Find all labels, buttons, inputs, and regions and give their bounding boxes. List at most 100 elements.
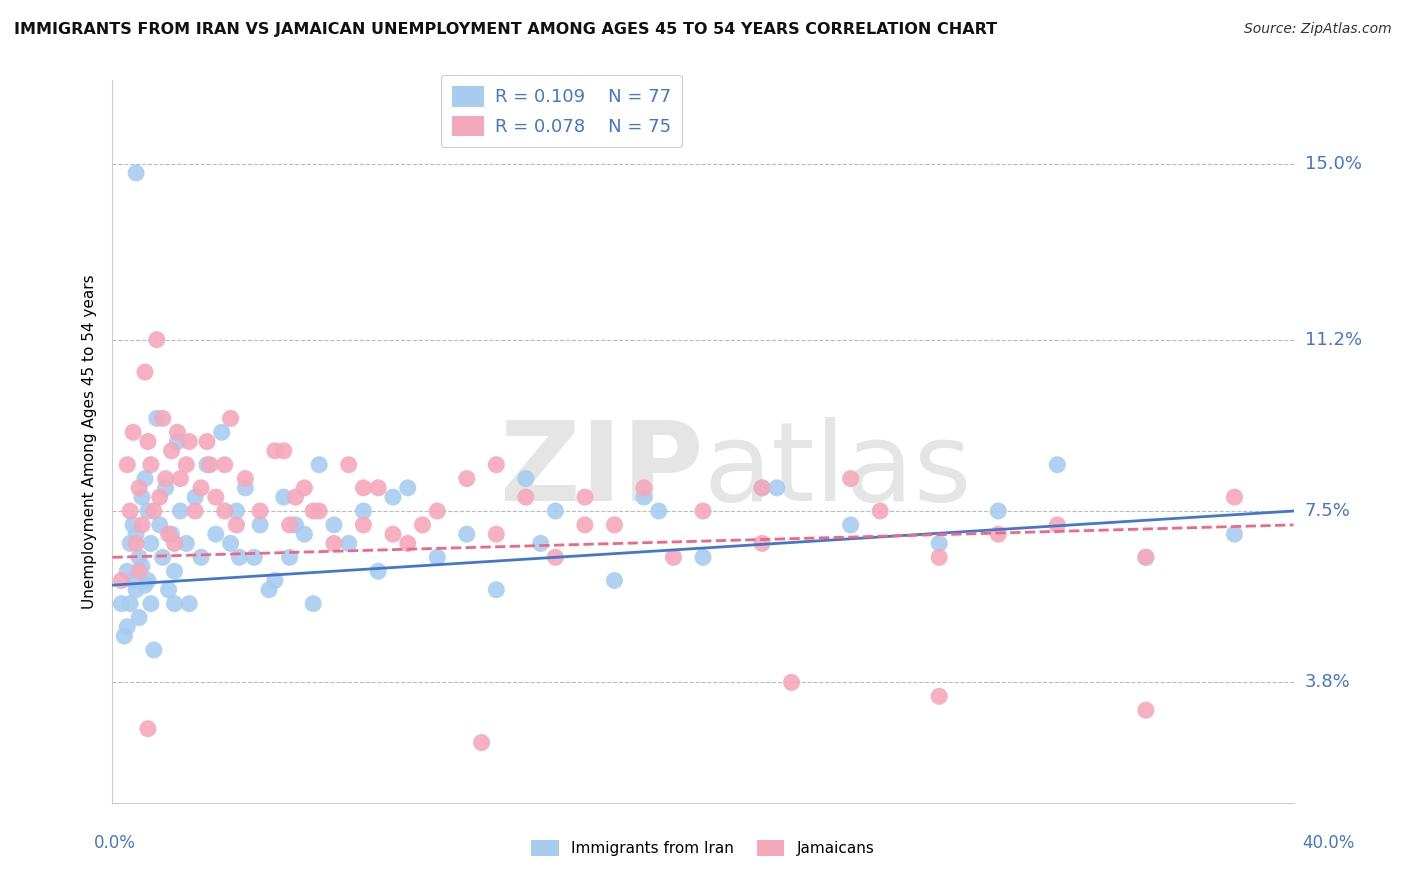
Point bbox=[352, 517, 374, 532]
Point bbox=[139, 536, 162, 550]
Text: Source: ZipAtlas.com: Source: ZipAtlas.com bbox=[1244, 22, 1392, 37]
Point bbox=[211, 425, 233, 440]
Point bbox=[751, 536, 773, 550]
Point bbox=[273, 443, 295, 458]
Point bbox=[456, 527, 478, 541]
Point bbox=[128, 610, 150, 624]
Point bbox=[367, 481, 389, 495]
Point bbox=[647, 504, 671, 518]
Text: 15.0%: 15.0% bbox=[1305, 154, 1361, 173]
Point bbox=[169, 504, 191, 518]
Point bbox=[456, 472, 478, 486]
Point bbox=[225, 517, 247, 532]
Point bbox=[166, 425, 188, 440]
Point bbox=[174, 536, 197, 550]
Point bbox=[169, 472, 191, 486]
Point bbox=[134, 472, 156, 486]
Point bbox=[544, 504, 567, 518]
Point bbox=[219, 536, 242, 550]
Point bbox=[174, 458, 197, 472]
Point bbox=[110, 597, 132, 611]
Point bbox=[152, 411, 174, 425]
Point bbox=[284, 517, 307, 532]
Point bbox=[426, 504, 449, 518]
Point bbox=[780, 675, 803, 690]
Point bbox=[382, 490, 405, 504]
Point bbox=[125, 527, 148, 541]
Point bbox=[1046, 458, 1069, 472]
Point bbox=[149, 490, 172, 504]
Text: 3.8%: 3.8% bbox=[1305, 673, 1350, 691]
Point bbox=[146, 333, 169, 347]
Point bbox=[149, 517, 172, 532]
Point bbox=[928, 536, 950, 550]
Point bbox=[352, 504, 374, 518]
Point bbox=[264, 443, 287, 458]
Point bbox=[122, 517, 145, 532]
Point bbox=[426, 550, 449, 565]
Point bbox=[292, 481, 315, 495]
Point bbox=[839, 517, 862, 532]
Point bbox=[515, 490, 537, 504]
Point bbox=[1135, 550, 1157, 565]
Point bbox=[337, 458, 360, 472]
Point bbox=[574, 490, 596, 504]
Point bbox=[125, 582, 148, 597]
Point bbox=[412, 517, 434, 532]
Point bbox=[751, 481, 773, 495]
Point bbox=[1135, 550, 1157, 565]
Point bbox=[633, 490, 655, 504]
Point bbox=[219, 411, 242, 425]
Point bbox=[131, 517, 153, 532]
Point bbox=[278, 550, 301, 565]
Point bbox=[382, 527, 405, 541]
Point bbox=[136, 434, 159, 449]
Point bbox=[839, 472, 862, 486]
Point bbox=[987, 504, 1010, 518]
Point bbox=[396, 481, 419, 495]
Point bbox=[243, 550, 266, 565]
Point bbox=[485, 582, 508, 597]
Point bbox=[198, 458, 221, 472]
Point bbox=[692, 504, 714, 518]
Text: atlas: atlas bbox=[703, 417, 972, 524]
Point bbox=[264, 574, 287, 588]
Point bbox=[163, 564, 186, 578]
Point bbox=[470, 735, 494, 749]
Point bbox=[302, 597, 325, 611]
Legend: Immigrants from Iran, Jamaicans: Immigrants from Iran, Jamaicans bbox=[526, 834, 880, 862]
Point bbox=[155, 472, 177, 486]
Point bbox=[205, 527, 228, 541]
Point bbox=[152, 550, 174, 565]
Point bbox=[337, 536, 360, 550]
Point bbox=[179, 434, 201, 449]
Point bbox=[928, 550, 950, 565]
Point bbox=[766, 481, 789, 495]
Point bbox=[233, 481, 256, 495]
Point bbox=[928, 690, 950, 704]
Point bbox=[544, 550, 567, 565]
Point bbox=[273, 490, 295, 504]
Point bbox=[214, 458, 236, 472]
Point bbox=[195, 434, 218, 449]
Point bbox=[157, 527, 180, 541]
Point bbox=[166, 434, 188, 449]
Point bbox=[160, 443, 183, 458]
Point bbox=[190, 550, 212, 565]
Text: 11.2%: 11.2% bbox=[1305, 331, 1362, 349]
Point bbox=[225, 504, 247, 518]
Point bbox=[142, 643, 165, 657]
Point bbox=[603, 574, 626, 588]
Point bbox=[869, 504, 891, 518]
Point bbox=[323, 536, 346, 550]
Point bbox=[396, 536, 419, 550]
Point bbox=[184, 490, 207, 504]
Y-axis label: Unemployment Among Ages 45 to 54 years: Unemployment Among Ages 45 to 54 years bbox=[82, 274, 97, 609]
Point bbox=[485, 458, 508, 472]
Point bbox=[117, 564, 138, 578]
Point bbox=[155, 481, 177, 495]
Point bbox=[136, 504, 159, 518]
Point bbox=[120, 597, 142, 611]
Point bbox=[134, 578, 156, 592]
Text: 0.0%: 0.0% bbox=[94, 834, 136, 852]
